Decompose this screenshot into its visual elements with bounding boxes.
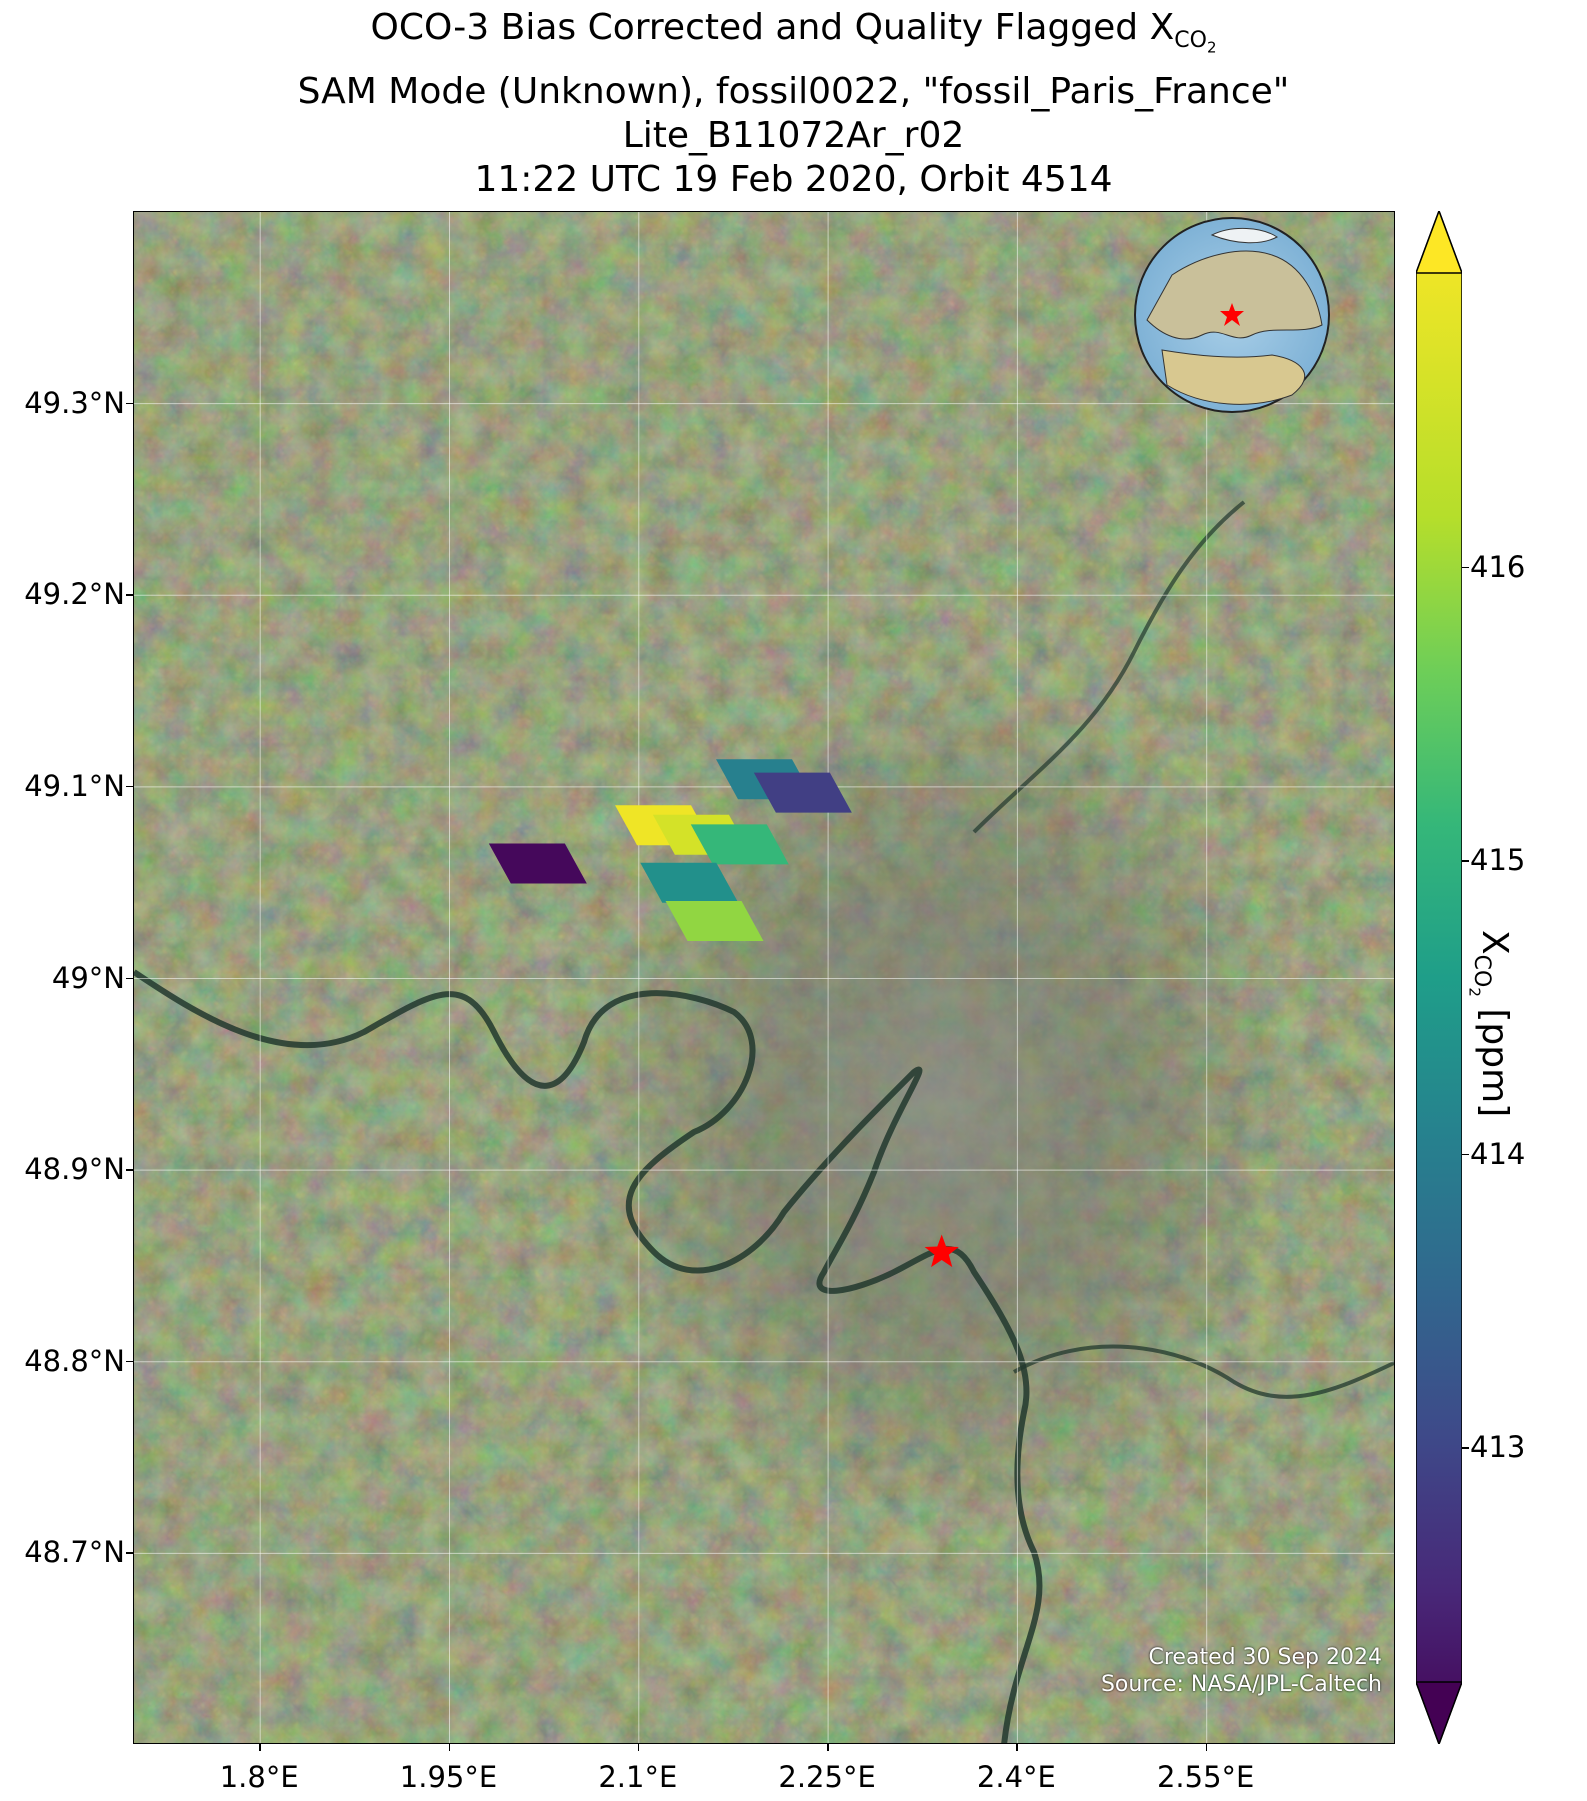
lat-tick-label: 48.9°N <box>24 1152 125 1187</box>
colorbar-tick-label: 414 <box>1470 1136 1526 1171</box>
lat-tick-mark <box>126 1169 133 1171</box>
lat-tick-label: 48.8°N <box>24 1343 125 1378</box>
lon-tick-label: 2.1°E <box>598 1760 678 1794</box>
lat-tick-label: 49°N <box>51 960 125 995</box>
colorbar-label: XCO2 [ppm] <box>1465 930 1515 1118</box>
credit-created: Created 30 Sep 2024 <box>1148 1645 1383 1670</box>
xco2-sounding <box>690 824 789 865</box>
lon-tick-label: 2.25°E <box>778 1760 876 1794</box>
lat-tick-mark <box>126 402 133 405</box>
paris-urban-area <box>134 212 1394 1743</box>
globe-ice <box>1210 227 1278 244</box>
colorbar-gradient <box>1416 211 1462 1744</box>
colorbar-tick-label: 415 <box>1470 843 1526 878</box>
map-panel[interactable] <box>133 211 1395 1744</box>
lat-tick-mark <box>126 594 133 596</box>
target-star-icon <box>924 1234 959 1268</box>
colorbar-extend-top <box>1416 211 1462 274</box>
title-line-2: SAM Mode (Unknown), fossil0022, "fossil_… <box>297 70 1290 112</box>
lat-tick-mark <box>126 785 133 788</box>
credit-source: Source: NASA/JPL-Caltech <box>1100 1672 1382 1697</box>
title-line-4: 11:22 UTC 19 Feb 2020, Orbit 4514 <box>474 158 1113 200</box>
lon-tick-mark <box>448 1744 450 1751</box>
lat-tick-label: 49.3°N <box>24 385 125 420</box>
colorbar-tick-mark <box>1462 566 1469 569</box>
colorbar-tick-label: 413 <box>1470 1430 1526 1465</box>
colorbar-tick-label: 416 <box>1470 549 1526 584</box>
lat-tick-label: 49.2°N <box>24 577 125 612</box>
map-title: OCO-3 Bias Corrected and Quality Flagged… <box>0 6 1587 202</box>
lon-tick-label: 2.55°E <box>1156 1760 1255 1794</box>
credit-text: Created 30 Sep 2024 Source: NASA/JPL-Cal… <box>1101 1644 1382 1698</box>
graticule <box>134 212 1394 1743</box>
xco2-sounding <box>488 843 587 884</box>
lon-tick-mark <box>1016 1744 1018 1751</box>
title-line-1: OCO-3 Bias Corrected and Quality Flagged… <box>370 7 1217 57</box>
lon-tick-mark <box>827 1744 829 1751</box>
inset-globe <box>1134 217 1330 413</box>
map-canvas[interactable] <box>134 212 1395 1744</box>
target-star-shape <box>924 1234 959 1268</box>
marne-river <box>1013 1344 1394 1399</box>
xco2-sounding <box>640 862 739 903</box>
lat-tick-mark <box>126 1552 133 1554</box>
seine-river <box>134 969 1043 1743</box>
globe-land-europe <box>1146 250 1323 340</box>
lon-tick-mark <box>637 1744 640 1751</box>
lon-tick-label: 1.95°E <box>399 1760 498 1794</box>
lon-tick-mark <box>259 1744 261 1751</box>
lat-tick-label: 49.1°N <box>24 768 125 803</box>
colorbar-tick-mark <box>1462 1153 1469 1156</box>
lon-tick-mark <box>1205 1744 1208 1751</box>
colorbar-tick-mark <box>1462 860 1469 862</box>
lat-tick-mark <box>126 1360 133 1363</box>
oise-river <box>972 500 1246 834</box>
globe-land-africa <box>1161 349 1305 405</box>
lon-tick-label: 2.4°E <box>976 1760 1056 1794</box>
title-line-3: Lite_B11072Ar_r02 <box>622 114 965 156</box>
xco2-soundings <box>488 759 852 942</box>
xco2-sounding <box>665 901 764 942</box>
lon-tick-label: 1.8°E <box>219 1760 299 1794</box>
xco2-sounding <box>753 772 852 813</box>
lat-tick-label: 48.7°N <box>24 1535 125 1570</box>
lat-tick-mark <box>126 977 133 979</box>
colorbar-extend-bottom <box>1416 1681 1462 1744</box>
colorbar-tick-mark <box>1462 1447 1469 1449</box>
colorbar <box>1416 211 1462 1744</box>
globe-star-icon <box>1220 303 1244 326</box>
